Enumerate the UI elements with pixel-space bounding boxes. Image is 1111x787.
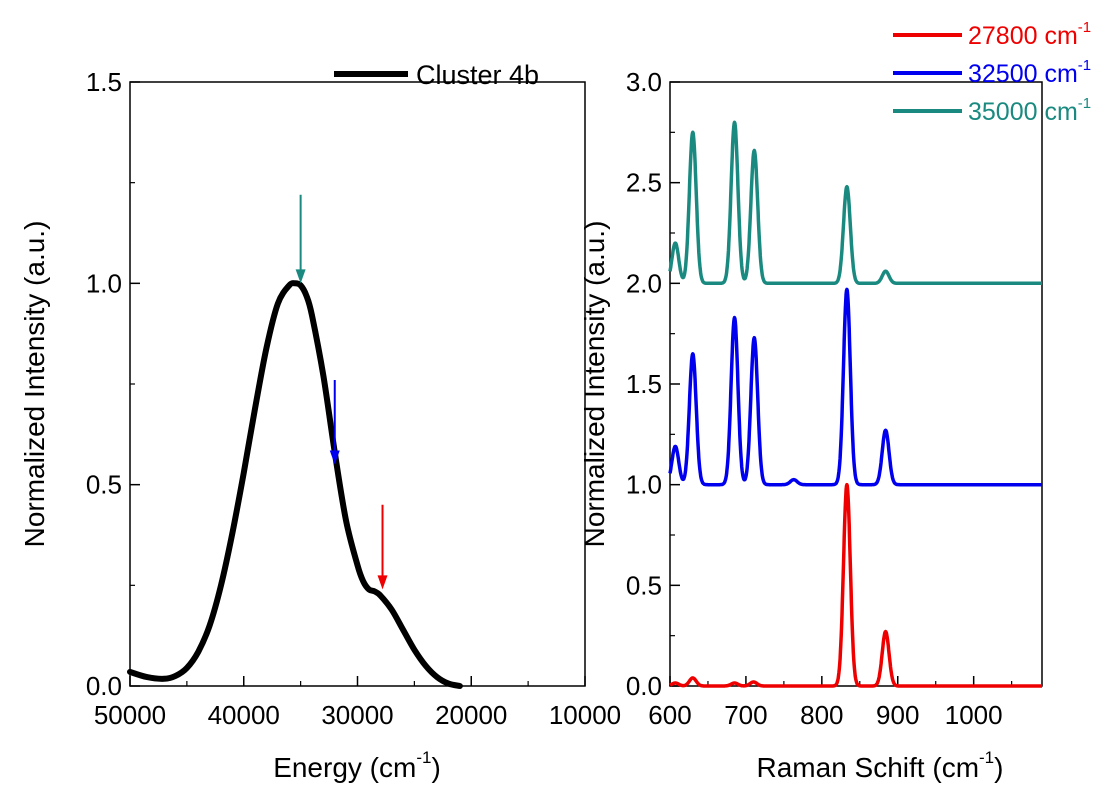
left-series-group (127, 280, 463, 689)
right-x-tick-label: 1000 (945, 700, 1003, 730)
right-series-group (668, 120, 1044, 688)
raman-legend-label: 35000 cm-1 (968, 95, 1091, 126)
right-axis-ticks: 600 700 800 900 1000 0.0 0.5 1.0 1.5 2.0 2.5 3.0 (626, 67, 1013, 730)
left-plot-frame (129, 81, 586, 687)
right-y-tick-label: 2.0 (626, 268, 662, 298)
right-y-tick-label: 0.0 (626, 671, 662, 701)
left-y-tick-label: 0.5 (86, 470, 122, 500)
raman-legend-label: 27800 cm-1 (968, 19, 1091, 50)
left-y-tick-label: 1.5 (86, 67, 122, 97)
raman-panel: 600 700 800 900 1000 0.0 0.5 1.0 1.5 2.0 2.5 3.0 Ra… (579, 19, 1091, 783)
left-x-tick-label: 50000 (94, 700, 166, 730)
excitation-arrows (295, 194, 388, 590)
left-x-tick-label: 30000 (321, 700, 393, 730)
right-x-axis-label: Raman Schift (cm-1) (757, 748, 1004, 783)
left-legend-label: Cluster 4b (416, 60, 539, 90)
right-x-tick-label: 600 (648, 700, 691, 730)
left-y-tick-label: 0.0 (86, 671, 122, 701)
raman-legend-label: 32500 cm-1 (968, 57, 1091, 88)
right-y-tick-label: 0.5 (626, 570, 662, 600)
right-y-tick-label: 2.5 (626, 168, 662, 198)
excitation-arrow-head (295, 269, 306, 284)
raman-series-line-2 (668, 120, 1044, 286)
excitation-arrow-head (377, 575, 388, 590)
left-x-tick-label: 20000 (435, 700, 507, 730)
right-y-tick-label: 1.0 (626, 470, 662, 500)
left-x-tick-label: 10000 (549, 700, 621, 730)
right-x-tick-label: 700 (724, 700, 767, 730)
right-plot-frame (669, 81, 1043, 687)
raman-series-line-0 (668, 482, 1044, 688)
right-y-tick-label: 1.5 (626, 369, 662, 399)
right-legend: 27800 cm-1 32500 cm-1 35000 cm-1 (893, 19, 1091, 126)
left-x-axis-label: Energy (cm-1) (273, 748, 441, 783)
right-x-tick-label: 900 (876, 700, 919, 730)
right-x-tick-label: 800 (800, 700, 843, 730)
left-y-tick-label: 1.0 (86, 268, 122, 298)
left-axis-ticks: 50000 40000 30000 20000 10000 0.0 0.5 1.0 1.5 (86, 67, 621, 730)
left-x-tick-label: 40000 (208, 700, 280, 730)
absorption-panel: 50000 40000 30000 20000 10000 0.0 0.5 1.0 1.5 En… (19, 60, 621, 783)
left-legend: Cluster 4b (334, 60, 539, 90)
raman-series-line-1 (668, 287, 1044, 487)
right-y-axis-label: Normalized Intensity (a.u.) (579, 221, 610, 548)
cluster-4b-line (127, 280, 463, 689)
right-y-tick-label: 3.0 (626, 67, 662, 97)
left-y-axis-label: Normalized Intensity (a.u.) (19, 221, 50, 548)
excitation-arrow-head (329, 450, 340, 465)
